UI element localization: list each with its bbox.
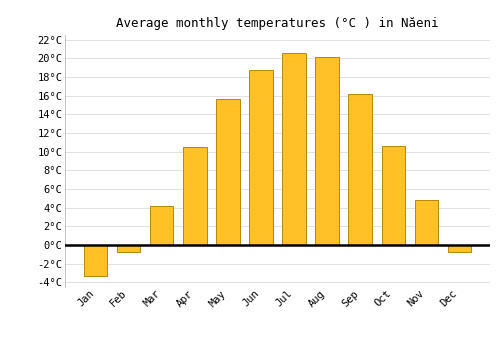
Bar	[250, 70, 272, 245]
Bar	[184, 147, 206, 245]
Bar	[282, 53, 306, 245]
Bar	[348, 94, 372, 245]
Bar	[414, 200, 438, 245]
Bar	[448, 245, 470, 252]
Bar	[84, 245, 108, 276]
Bar	[382, 146, 404, 245]
Bar	[316, 57, 338, 245]
Bar	[118, 245, 141, 252]
Title: Average monthly temperatures (°C ) in Năeni: Average monthly temperatures (°C ) in Nă…	[116, 17, 439, 30]
Bar	[216, 99, 240, 245]
Bar	[150, 206, 174, 245]
